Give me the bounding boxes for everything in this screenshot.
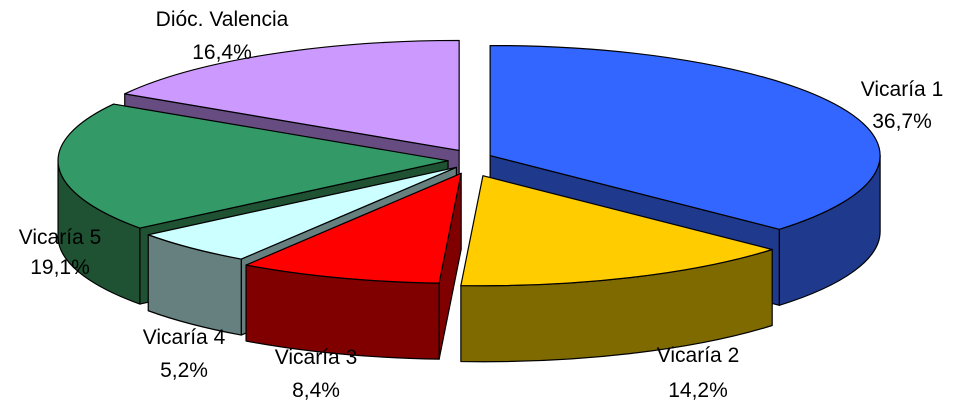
slice-vicaria-1 (489, 44, 881, 230)
slice-vicaria-5 (57, 103, 449, 229)
data-label-category: Dióc. Valencia (156, 8, 289, 31)
data-label-value: 5,2% (160, 359, 208, 382)
data-label-value: 16,4% (192, 41, 252, 64)
data-label-category: Vicaría 4 (143, 326, 226, 349)
data-label-value: 36,7% (872, 110, 932, 133)
data-label-category: Vicaría 3 (275, 346, 358, 369)
slice-vicaria-2 (460, 175, 773, 287)
data-label-vicaria-4: Vicaría 4 5,2% (143, 326, 226, 382)
data-label-value: 19,1% (30, 256, 90, 279)
data-label-vicaria-3: Vicaría 3 8,4% (275, 346, 358, 402)
data-label-vicaria-1: Vicaría 1 36,7% (861, 78, 944, 133)
data-label-dioc-valencia: Dióc. Valencia 16,4% (156, 8, 289, 64)
slice-vicaria-3 (245, 172, 462, 284)
data-labels-layer: Vicaría 1 36,7% Vicaría 2 14,2% Vicaría 3 8,4… (19, 8, 944, 402)
data-label-value: 14,2% (668, 379, 728, 402)
data-label-category: Vicaría 2 (657, 344, 740, 367)
data-label-value: 8,4% (292, 379, 340, 402)
data-label-vicaria-2: Vicaría 2 14,2% (657, 344, 740, 402)
slice-vicaria-4 (147, 166, 457, 260)
data-label-category: Vicaría 1 (861, 78, 944, 101)
data-label-category: Vicaría 5 (19, 226, 102, 249)
data-label-vicaria-5: Vicaría 5 19,1% (19, 226, 102, 279)
slice-tops-layer (57, 39, 881, 287)
slice-dioc-valencia (124, 39, 460, 152)
